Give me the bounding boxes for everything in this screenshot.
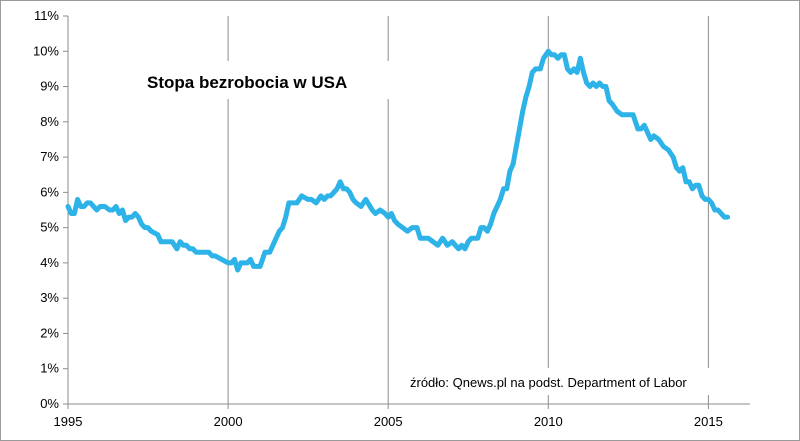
y-tick-label: 4%: [40, 255, 59, 270]
y-tick-label: 5%: [40, 220, 59, 235]
x-tick-label: 2005: [374, 414, 403, 429]
y-tick-label: 0%: [40, 396, 59, 411]
x-tick-label: 2015: [694, 414, 723, 429]
series-line-0: [65, 48, 731, 273]
y-tick-label: 11%: [34, 8, 59, 23]
source-note: źródło: Qnews.pl na podst. Department of…: [410, 375, 687, 390]
chart-title: Stopa bezrobocia w USA: [147, 73, 347, 92]
y-tick-label: 6%: [40, 184, 59, 199]
y-tick-label: 9%: [40, 79, 59, 94]
y-tick-label: 3%: [40, 290, 59, 305]
x-tick-label: 1995: [54, 414, 83, 429]
source-note-box: źródło: Qnews.pl na podst. Department of…: [403, 368, 733, 395]
y-tick-label: 10%: [33, 43, 59, 58]
x-tick-label: 2000: [214, 414, 243, 429]
y-tick-label: 1%: [40, 361, 59, 376]
series-group: [65, 48, 731, 273]
chart-title-box: Stopa bezrobocia w USA: [137, 61, 405, 99]
y-tick-labels: 0% 1% 2% 3% 4% 5% 6% 7% 8% 9% 10% 11%: [33, 8, 59, 411]
x-tick-labels: 1995 2000 2005 2010 2015: [54, 414, 723, 429]
y-tick-label: 2%: [40, 325, 59, 340]
x-tick-label: 2010: [534, 414, 563, 429]
chart-title-background: [137, 61, 405, 99]
y-tick-label: 7%: [40, 149, 59, 164]
source-note-background: [403, 368, 733, 395]
y-tick-label: 8%: [40, 114, 59, 129]
